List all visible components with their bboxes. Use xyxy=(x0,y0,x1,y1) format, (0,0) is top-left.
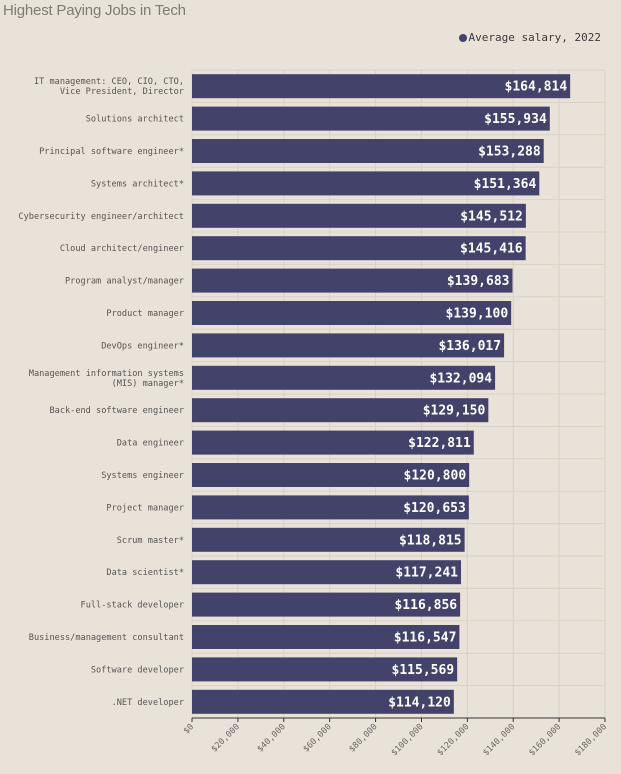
bar[interactable] xyxy=(192,203,526,228)
bar[interactable] xyxy=(192,106,550,131)
bar[interactable] xyxy=(192,689,454,714)
category-label: Systems engineer xyxy=(101,471,184,481)
bar[interactable] xyxy=(192,592,461,617)
category-label: Project manager xyxy=(106,503,184,513)
x-tick-label: $100,000 xyxy=(390,722,426,758)
category-label-line: Vice President, Director xyxy=(60,87,184,97)
bar-value-label: $118,815 xyxy=(399,533,462,548)
x-tick-label: $0 xyxy=(182,722,196,736)
category-label: Data engineer xyxy=(117,439,184,449)
category-label-line: Systems engineer xyxy=(101,471,184,481)
x-tick-label: $140,000 xyxy=(481,722,517,758)
bar[interactable] xyxy=(192,625,460,649)
bar[interactable] xyxy=(192,657,458,682)
x-tick-label: $160,000 xyxy=(527,722,563,758)
category-label: Cloud architect/engineer xyxy=(60,244,184,254)
x-tick-label: $180,000 xyxy=(573,722,609,758)
category-label-line: Management information systems xyxy=(29,369,184,379)
bar[interactable] xyxy=(192,139,544,163)
bar-value-label: $139,100 xyxy=(446,307,509,322)
category-label: IT management: CEO, CIO, CTO, Vice Presid… xyxy=(34,77,184,97)
category-label-line: Full-stack developer xyxy=(81,601,184,611)
bar-value-label: $120,800 xyxy=(404,469,467,484)
category-label: Back-end software engineer xyxy=(49,406,184,416)
category-label-line: Cybersecurity engineer/architect xyxy=(18,212,184,222)
category-label: Principal software engineer* xyxy=(39,147,184,157)
x-tick-label: $40,000 xyxy=(255,722,287,754)
category-label: Business/management consultant xyxy=(29,633,184,643)
bar[interactable] xyxy=(192,365,496,390)
category-label-line: Systems architect* xyxy=(91,179,184,189)
bar-value-label: $122,811 xyxy=(408,436,471,451)
bar[interactable] xyxy=(192,463,470,487)
bar-value-label: $136,017 xyxy=(438,339,501,354)
x-tick-label: $80,000 xyxy=(347,722,379,754)
category-label: Software developer xyxy=(91,665,184,675)
category-label-line: IT management: CEO, CIO, CTO, xyxy=(34,77,184,87)
bar-value-label: $116,856 xyxy=(394,598,457,613)
bar[interactable] xyxy=(192,74,571,99)
bar-value-label: $151,364 xyxy=(474,177,537,192)
category-label-line: Product manager xyxy=(106,309,184,319)
bar-value-label: $155,934 xyxy=(484,112,547,127)
category-label: Systems architect* xyxy=(91,179,184,189)
category-label-line: Project manager xyxy=(106,503,184,513)
legend-label: Average salary, 2022 xyxy=(468,31,601,44)
bar[interactable] xyxy=(192,301,512,325)
bar-value-label: $114,120 xyxy=(388,695,451,710)
category-label-line: (MIS) manager* xyxy=(112,379,184,389)
bar-value-label: $164,814 xyxy=(505,80,568,95)
category-label-line: Business/management consultant xyxy=(29,633,184,643)
category-label: Full-stack developer xyxy=(81,601,184,611)
bar-value-label: $115,569 xyxy=(392,663,455,678)
category-label-line: Scrum master* xyxy=(117,536,184,546)
category-label-line: Program analyst/manager xyxy=(65,277,184,287)
bar-value-label: $153,288 xyxy=(478,145,541,160)
category-label-line: DevOps engineer* xyxy=(101,341,184,351)
category-label: Product manager xyxy=(106,309,184,319)
bar[interactable] xyxy=(192,333,505,358)
bar[interactable] xyxy=(192,171,540,196)
bar[interactable] xyxy=(192,268,513,293)
bar-value-label: $139,683 xyxy=(447,274,510,289)
category-label: Solutions architect xyxy=(86,115,184,125)
bar[interactable] xyxy=(192,495,469,520)
category-label: Scrum master* xyxy=(117,536,184,546)
bar[interactable] xyxy=(192,236,526,261)
category-label-line: Principal software engineer* xyxy=(39,147,184,157)
bar[interactable] xyxy=(192,430,474,455)
bar-value-label: $145,512 xyxy=(460,209,523,224)
category-label-line: Software developer xyxy=(91,665,184,675)
bar-value-label: $132,094 xyxy=(429,371,492,386)
category-label: Program analyst/manager xyxy=(65,277,184,287)
x-tick-label: $120,000 xyxy=(435,722,471,758)
bar[interactable] xyxy=(192,560,462,585)
x-tick-label: $20,000 xyxy=(210,722,242,754)
category-label-line: .NET developer xyxy=(112,698,184,708)
x-tick-label: $60,000 xyxy=(301,722,333,754)
category-label: Management information systems (MIS) mana… xyxy=(29,369,184,389)
category-label-line: Data engineer xyxy=(117,439,184,449)
bar-value-label: $120,653 xyxy=(403,501,466,516)
legend-swatch xyxy=(458,33,467,42)
bar-value-label: $129,150 xyxy=(423,404,486,419)
category-label-line: Solutions architect xyxy=(86,115,184,125)
legend: Average salary, 2022 xyxy=(458,31,601,44)
bar[interactable] xyxy=(192,398,489,423)
category-label-line: Back-end software engineer xyxy=(49,406,184,416)
category-label: Data scientist* xyxy=(106,568,184,578)
category-label-line: Cloud architect/engineer xyxy=(60,244,184,254)
category-label-line: Data scientist* xyxy=(106,568,184,578)
category-label: Cybersecurity engineer/architect xyxy=(18,212,184,222)
bar-value-label: $145,416 xyxy=(460,242,523,257)
bar-value-label: $117,241 xyxy=(395,566,458,581)
bar-value-label: $116,547 xyxy=(394,631,457,646)
category-label: .NET developer xyxy=(112,698,184,708)
category-label: DevOps engineer* xyxy=(101,341,184,351)
chart-title: Highest Paying Jobs in Tech xyxy=(3,2,186,19)
bar[interactable] xyxy=(192,527,465,552)
